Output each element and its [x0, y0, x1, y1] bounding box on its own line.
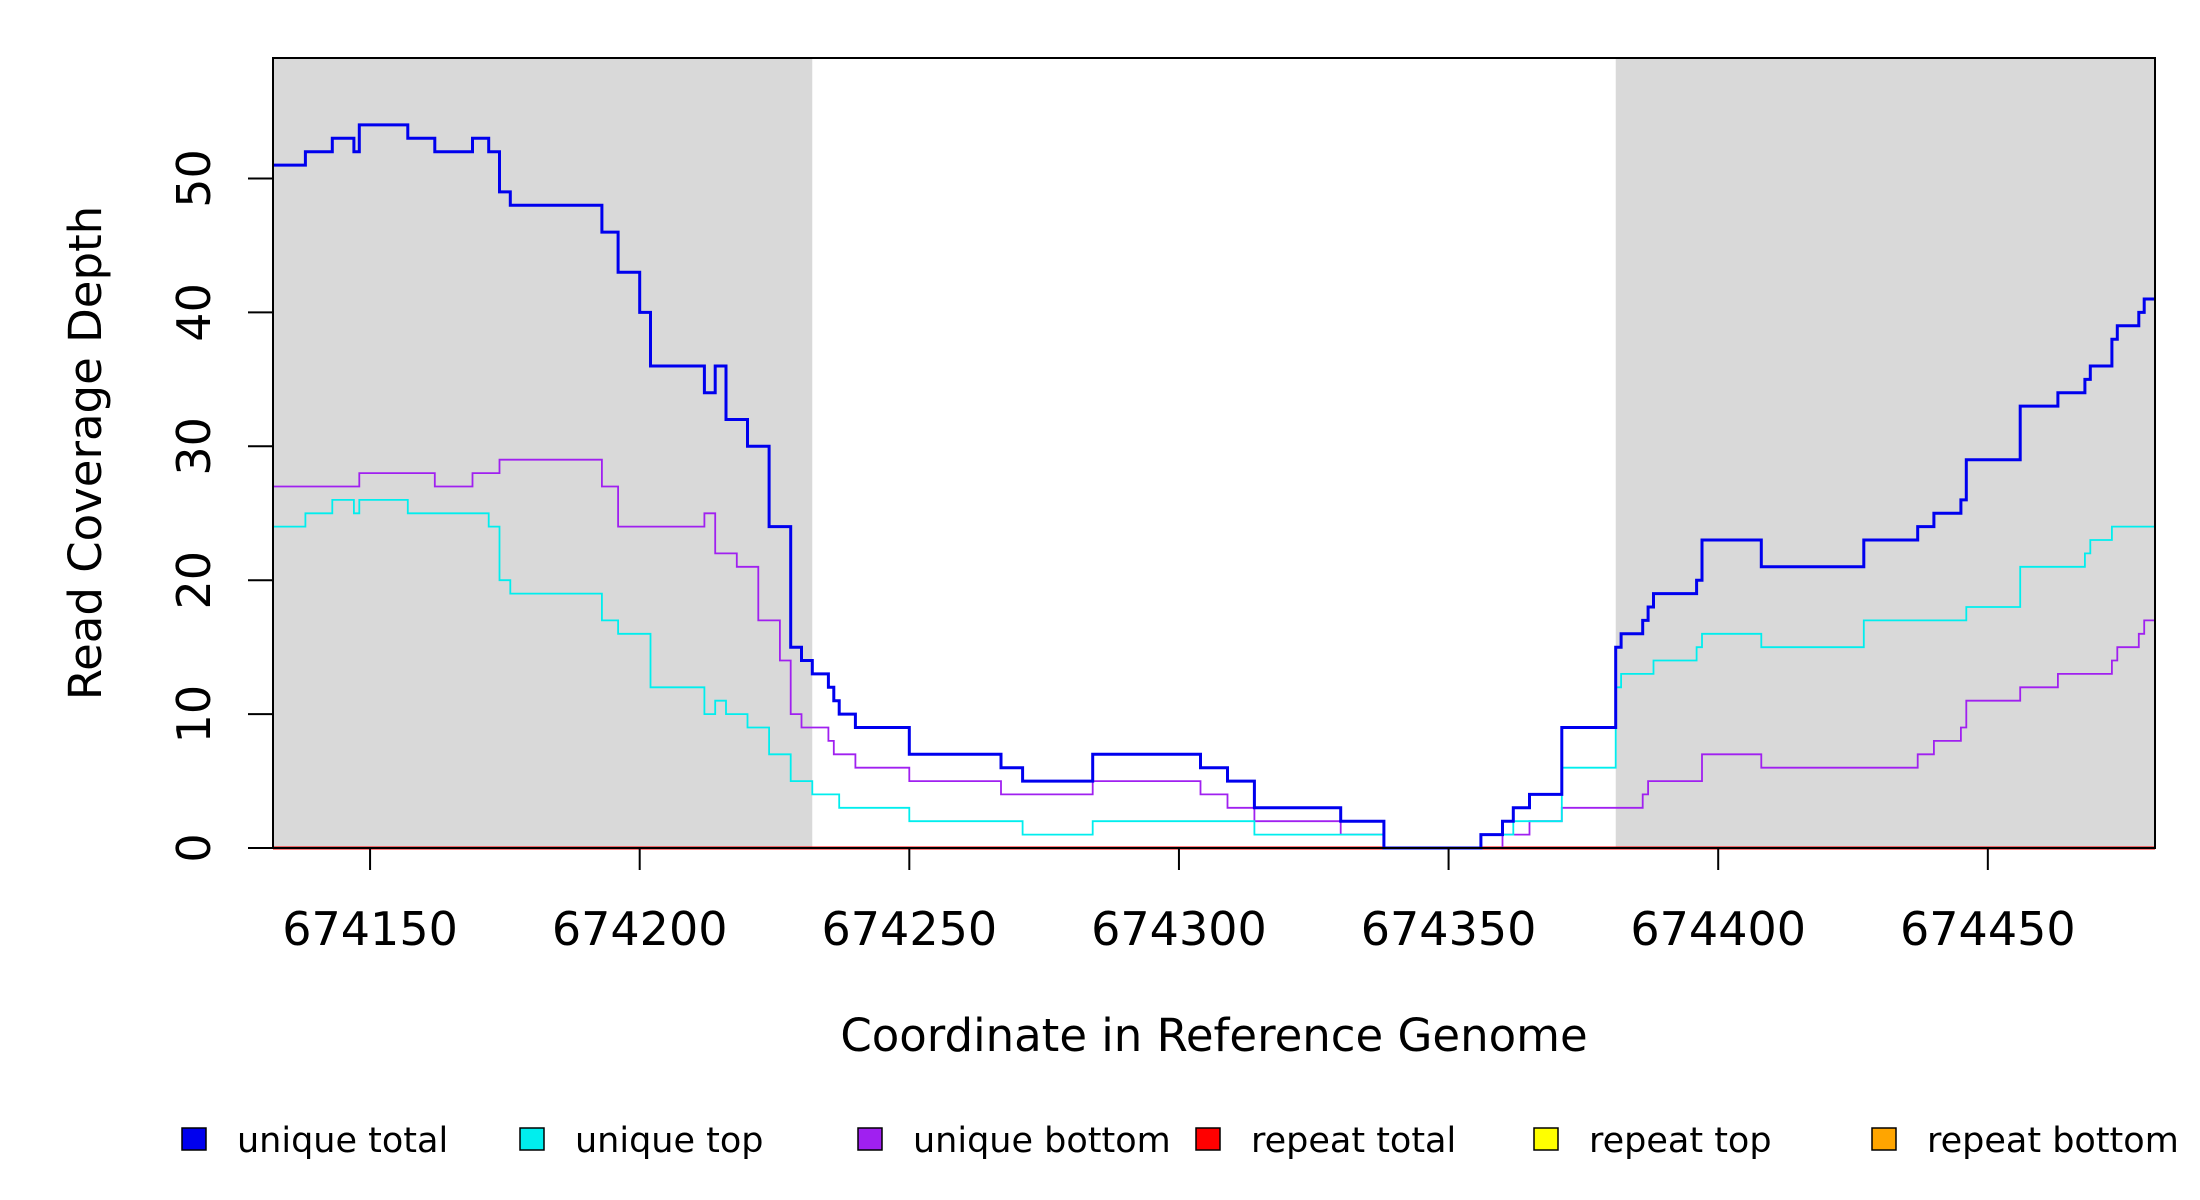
legend-swatch-repeat-top: [1533, 1127, 1559, 1151]
legend-label-repeat-total: repeat total: [1251, 1121, 1456, 1161]
legend-label-unique-top: unique top: [575, 1121, 764, 1161]
x-tick-label-674450: 674450: [1900, 902, 2076, 956]
legend-label-unique-total: unique total: [237, 1121, 448, 1161]
y-axis: 0 10 20 30 40 50: [167, 149, 273, 863]
y-tick-label-0: 0: [167, 833, 221, 862]
y-tick-label-30: 30: [167, 417, 221, 476]
legend-swatch-unique-total: [181, 1127, 207, 1151]
x-tick-label-674200: 674200: [552, 902, 728, 956]
shaded-regions: [273, 58, 2155, 848]
x-tick-label-674400: 674400: [1630, 902, 1806, 956]
legend-label-repeat-top: repeat top: [1589, 1121, 1772, 1161]
y-tick-label-20: 20: [167, 551, 221, 610]
legend-swatch-repeat-total: [1195, 1127, 1221, 1151]
x-axis: 674150 674200 674250 674300 674350 674400 6744…: [282, 848, 2076, 956]
plot-frame: [272, 57, 2156, 849]
legend-swatch-repeat-bottom: [1871, 1127, 1897, 1151]
series-line-unique-top: [273, 499, 2155, 849]
y-tick-label-10: 10: [167, 685, 221, 744]
legend-swatch-unique-top: [519, 1127, 545, 1151]
legend-swatch-unique-bottom: [857, 1127, 883, 1151]
legend: unique total unique top unique bottom repea…: [181, 1121, 2179, 1161]
shaded-region-1: [273, 58, 813, 848]
legend-label-unique-bottom: unique bottom: [913, 1121, 1171, 1161]
x-tick-label-674300: 674300: [1091, 902, 1267, 956]
x-axis-title: Coordinate in Reference Genome: [840, 1009, 1587, 1062]
shaded-region-2: [1615, 58, 2155, 848]
y-tick-label-50: 50: [167, 149, 221, 208]
x-tick-label-674150: 674150: [282, 902, 458, 956]
x-tick-label-674250: 674250: [822, 902, 998, 956]
y-axis-title: Read Coverage Depth: [59, 206, 112, 700]
legend-label-repeat-bottom: repeat bottom: [1927, 1121, 2179, 1161]
series-line-unique-total: [273, 123, 2155, 850]
y-tick-label-40: 40: [167, 283, 221, 342]
series-line-unique-bottom: [273, 458, 2155, 849]
x-tick-label-674350: 674350: [1361, 902, 1537, 956]
